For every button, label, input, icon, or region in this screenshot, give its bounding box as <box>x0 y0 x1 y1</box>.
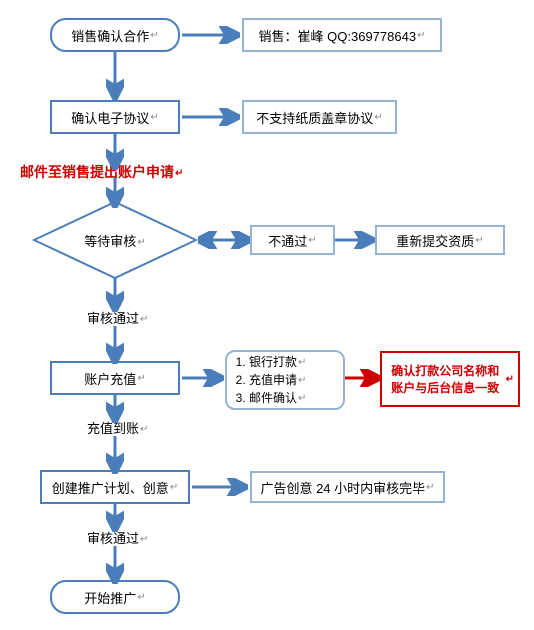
arrow-down-icon <box>106 278 124 312</box>
node-label: 不支持纸质盖章协议 <box>256 108 373 127</box>
node-label: 等待审核 <box>84 234 136 249</box>
node-recharge: 账户充值↵ <box>50 361 180 395</box>
node-sales-confirm: 销售确认合作↵ <box>50 18 180 52</box>
arrow-right-icon <box>182 26 240 44</box>
side-not-pass: 不通过↵ <box>250 225 335 255</box>
node-label: 开始推广 <box>84 588 136 607</box>
step-label: 银行打款 <box>249 355 297 369</box>
node-label: 销售：崔峰 QQ:369778643 <box>259 26 417 45</box>
node-create-plan: 创建推广计划、创意↵ <box>40 470 190 504</box>
node-label: 销售确认合作 <box>71 26 149 45</box>
side-resubmit: 重新提交资质↵ <box>375 225 505 255</box>
arrow-down-icon <box>106 326 124 364</box>
arrow-down-icon <box>106 395 124 423</box>
arrow-right-icon <box>182 108 240 126</box>
arrow-right-icon <box>345 369 381 387</box>
step-label: 邮件确认 <box>249 391 297 405</box>
arrow-down-icon <box>106 134 124 170</box>
node-label: 账户充值 <box>84 369 136 388</box>
node-label: 创建推广计划、创意 <box>52 478 169 497</box>
node-start-promo: 开始推广↵ <box>50 580 180 614</box>
node-label: 不通过 <box>268 231 307 250</box>
arrow-down-icon <box>106 178 124 208</box>
arrow-right-icon <box>335 231 375 249</box>
side-no-paper: 不支持纸质盖章协议↵ <box>242 100 397 134</box>
arrow-right-icon <box>192 478 248 496</box>
side-confirm-account-match: 确认打款公司名称和账户与后台信息一致↵ <box>380 351 520 407</box>
arrow-down-icon <box>106 504 124 532</box>
side-sales-contact: 销售：崔峰 QQ:369778643↵ <box>242 18 442 52</box>
arrow-down-icon <box>106 52 124 100</box>
arrow-down-icon <box>106 546 124 584</box>
node-label: 确认电子协议 <box>71 108 149 127</box>
arrow-down-icon <box>106 436 124 474</box>
node-confirm-agreement: 确认电子协议↵ <box>50 100 180 134</box>
node-label: 重新提交资质 <box>396 231 474 250</box>
node-label: 广告创意 24 小时内审核完毕 <box>260 478 425 497</box>
side-recharge-steps: 银行打款↵ 充值申请↵ 邮件确认↵ <box>225 350 345 410</box>
label-mail-apply: 邮件至销售提出账户申请↵ <box>20 162 183 182</box>
step-label: 充值申请 <box>249 373 297 387</box>
arrow-bidir-icon <box>198 231 250 249</box>
node-wait-review: 等待审核↵ <box>32 200 198 280</box>
node-label: 确认打款公司名称和账户与后台信息一致 <box>386 362 505 396</box>
side-ad-review-24h: 广告创意 24 小时内审核完毕↵ <box>250 471 445 503</box>
arrow-right-icon <box>182 369 224 387</box>
